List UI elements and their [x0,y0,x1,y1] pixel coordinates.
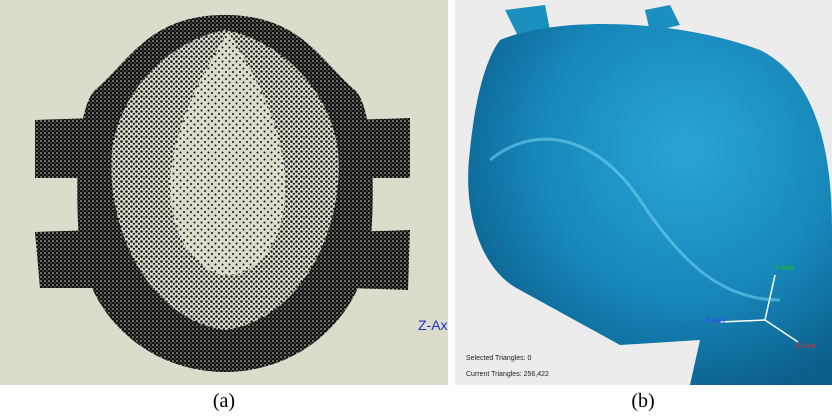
axis-label: X-Axis [795,343,816,350]
axis-label: Y-Axis [775,265,795,272]
caption: (b) [631,390,654,412]
axis-label: Z-Ax [418,317,448,333]
figure: Z-Ax (a) Y-Axis Z-Axis X-Axis Selected T… [0,0,832,417]
panel-a: Z-Ax (a) [0,0,448,412]
status-text: Current Triangles: 256,422 [466,371,549,378]
page: Z-Ax (a) Y-Axis Z-Axis X-Axis Selected T… [0,0,832,417]
panel-b: Y-Axis Z-Axis X-Axis Selected Triangles:… [455,0,832,412]
status-text: Selected Triangles: 0 [466,355,531,362]
axis-label: Z-Axis [705,318,725,325]
caption: (a) [213,390,235,412]
